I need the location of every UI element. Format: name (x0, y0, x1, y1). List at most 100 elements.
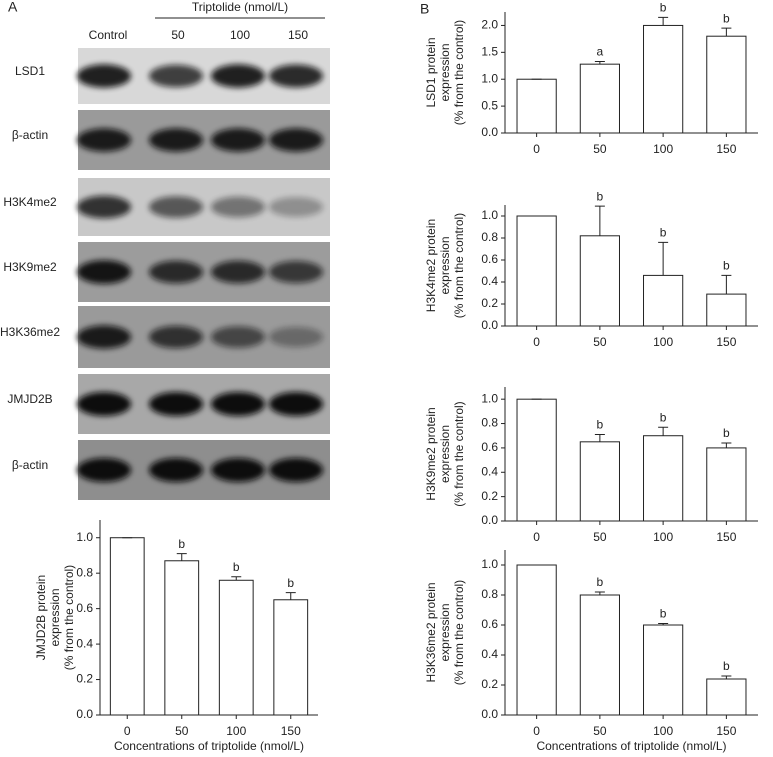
bar (706, 293, 747, 327)
y-tick-label: 0.8 (76, 565, 93, 579)
y-tick-label: 0.6 (481, 252, 498, 266)
bar (643, 24, 684, 134)
error-bar (594, 60, 605, 65)
y-tick-label: 0.2 (481, 296, 498, 310)
blot-band (149, 64, 203, 88)
blot-band (269, 392, 323, 416)
blot-band (211, 64, 265, 88)
y-tick-label: 0.8 (481, 416, 498, 430)
blot-band (149, 128, 203, 152)
error-bar (721, 27, 732, 37)
x-tick-label: 150 (716, 142, 736, 156)
x-tick-label: 50 (593, 142, 607, 156)
blot-band (211, 260, 265, 284)
y-axis-label: expression (438, 236, 452, 294)
y-axis-label: expression (48, 588, 62, 646)
significance-label: a (597, 45, 604, 59)
significance-label: b (660, 1, 667, 15)
y-tick-label: 0.4 (481, 647, 498, 661)
y-tick-label: 1.0 (76, 530, 93, 544)
x-tick-label: 100 (653, 530, 673, 544)
y-tick-label: 0.6 (76, 601, 93, 615)
y-axis-label: (% from the control) (62, 565, 76, 670)
blot-band (149, 325, 203, 349)
error-bar (594, 591, 605, 595)
significance-label: b (597, 575, 604, 589)
y-tick-label: 1.5 (481, 45, 498, 59)
y-tick-label: 0.8 (481, 587, 498, 601)
bar (109, 537, 145, 716)
y-axis-label: H3K4me2 protein (424, 219, 438, 312)
y-tick-label: 0.4 (76, 636, 93, 650)
error-bar (721, 675, 732, 679)
y-tick-label: 1.0 (481, 557, 498, 571)
blot-band (269, 128, 323, 152)
error-bar (594, 434, 605, 442)
blot-band (269, 64, 323, 88)
blot-band (269, 458, 323, 482)
y-axis-label: expression (438, 603, 452, 661)
blot-row-label: β-actin (12, 458, 48, 472)
blot-band (269, 326, 323, 348)
blot-band (211, 128, 265, 152)
lane-label: 100 (230, 28, 250, 42)
y-axis-label: (% from the control) (452, 20, 466, 125)
bar (164, 560, 200, 716)
error-bar (721, 274, 732, 295)
bar (706, 678, 747, 716)
blot-band (211, 196, 265, 218)
error-bar (658, 16, 669, 26)
x-axis-label: Concentrations of triptolide (nmol/L) (114, 739, 304, 753)
error-bar (658, 623, 669, 625)
blot-band (77, 392, 131, 416)
blot-band (211, 392, 265, 416)
y-tick-label: 0.2 (481, 489, 498, 503)
bar (516, 564, 557, 716)
y-axis-label: expression (438, 43, 452, 101)
bar (579, 441, 620, 522)
y-tick-label: 0.6 (481, 617, 498, 631)
y-axis-label: (% from the control) (452, 213, 466, 318)
blot-band (77, 64, 131, 88)
y-axis-label: H3K9me2 protein (424, 407, 438, 500)
x-tick-label: 0 (533, 724, 540, 738)
bar (579, 594, 620, 716)
blot-band (149, 392, 203, 416)
blot-band (269, 260, 323, 284)
blot-band (77, 195, 131, 219)
panel-label: A (8, 0, 18, 15)
x-tick-label: 100 (653, 335, 673, 349)
blot-band (211, 458, 265, 482)
bar (643, 274, 684, 327)
significance-label: b (178, 537, 185, 551)
error-bar (658, 241, 669, 276)
bar (516, 78, 557, 134)
blot-band (77, 260, 131, 284)
y-axis-label: (% from the control) (452, 401, 466, 506)
x-tick-label: 100 (653, 142, 673, 156)
blot-band (149, 196, 203, 218)
error-bar (285, 592, 296, 600)
x-tick-label: 100 (226, 724, 246, 738)
y-tick-label: 0.0 (481, 318, 498, 332)
blot-band (211, 326, 265, 348)
x-tick-label: 0 (533, 142, 540, 156)
significance-label: b (723, 659, 730, 673)
significance-label: b (660, 226, 667, 240)
y-tick-label: 0.5 (481, 98, 498, 112)
blot-row-label: β-actin (12, 128, 48, 142)
x-axis-label: Concentrations of triptolide (nmol/L) (536, 739, 726, 753)
y-tick-label: 1.0 (481, 208, 498, 222)
y-tick-label: 0.2 (481, 677, 498, 691)
significance-label: b (723, 259, 730, 273)
x-tick-label: 150 (716, 335, 736, 349)
significance-label: b (287, 576, 294, 590)
blot-row-label: H3K4me2 (3, 195, 57, 209)
bar (643, 624, 684, 716)
error-bar (721, 442, 732, 448)
blot-band (77, 458, 131, 482)
blot-band (149, 260, 203, 284)
significance-label: b (660, 607, 667, 621)
x-tick-label: 50 (593, 335, 607, 349)
